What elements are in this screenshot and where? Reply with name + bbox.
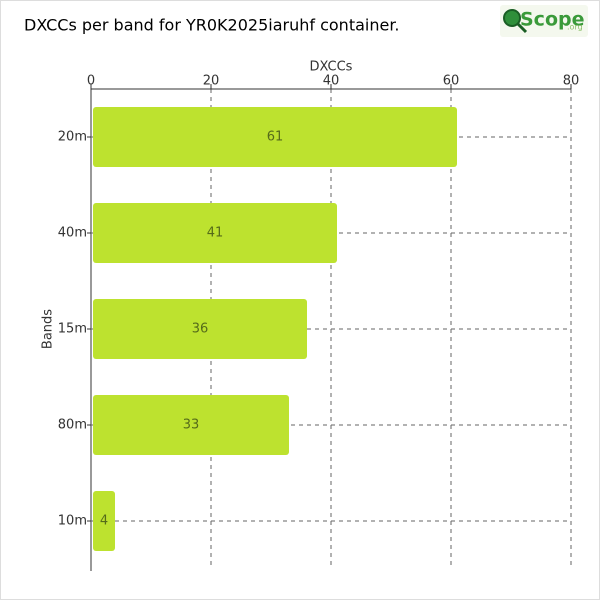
bar-value-label: 4 xyxy=(100,514,108,529)
bar xyxy=(93,395,289,455)
bar-value-label: 33 xyxy=(183,418,200,433)
logo-text: Scope xyxy=(520,9,585,31)
bar-value-label: 36 xyxy=(192,322,209,337)
x-axis-title: DXCCs xyxy=(310,60,353,75)
logo-handle xyxy=(516,22,528,34)
bar xyxy=(93,491,115,551)
y-tick-label: 40m xyxy=(58,226,87,241)
x-tick-label: 80 xyxy=(563,74,580,89)
y-axis-title: Bands xyxy=(41,309,56,349)
y-tick-label: 10m xyxy=(58,514,87,529)
x-tick-label: 20 xyxy=(203,74,220,89)
y-tick-label: 80m xyxy=(58,418,87,433)
bar-value-label: 61 xyxy=(267,130,284,145)
y-tick-label: 20m xyxy=(58,130,87,145)
y-tick-label: 15m xyxy=(58,322,87,337)
bar xyxy=(93,107,457,167)
x-tick-label: 60 xyxy=(443,74,460,89)
bar xyxy=(93,203,337,263)
logo-suffix: .org xyxy=(567,23,583,32)
x-tick-label: 0 xyxy=(87,74,95,89)
bar xyxy=(93,299,307,359)
chart-title: DXCCs per band for YR0K2025iaruhf contai… xyxy=(24,16,400,35)
bar-value-label: 41 xyxy=(207,226,224,241)
logo: Scope .org xyxy=(500,5,588,37)
x-tick-label: 40 xyxy=(323,74,340,89)
logo-icon xyxy=(503,9,521,27)
